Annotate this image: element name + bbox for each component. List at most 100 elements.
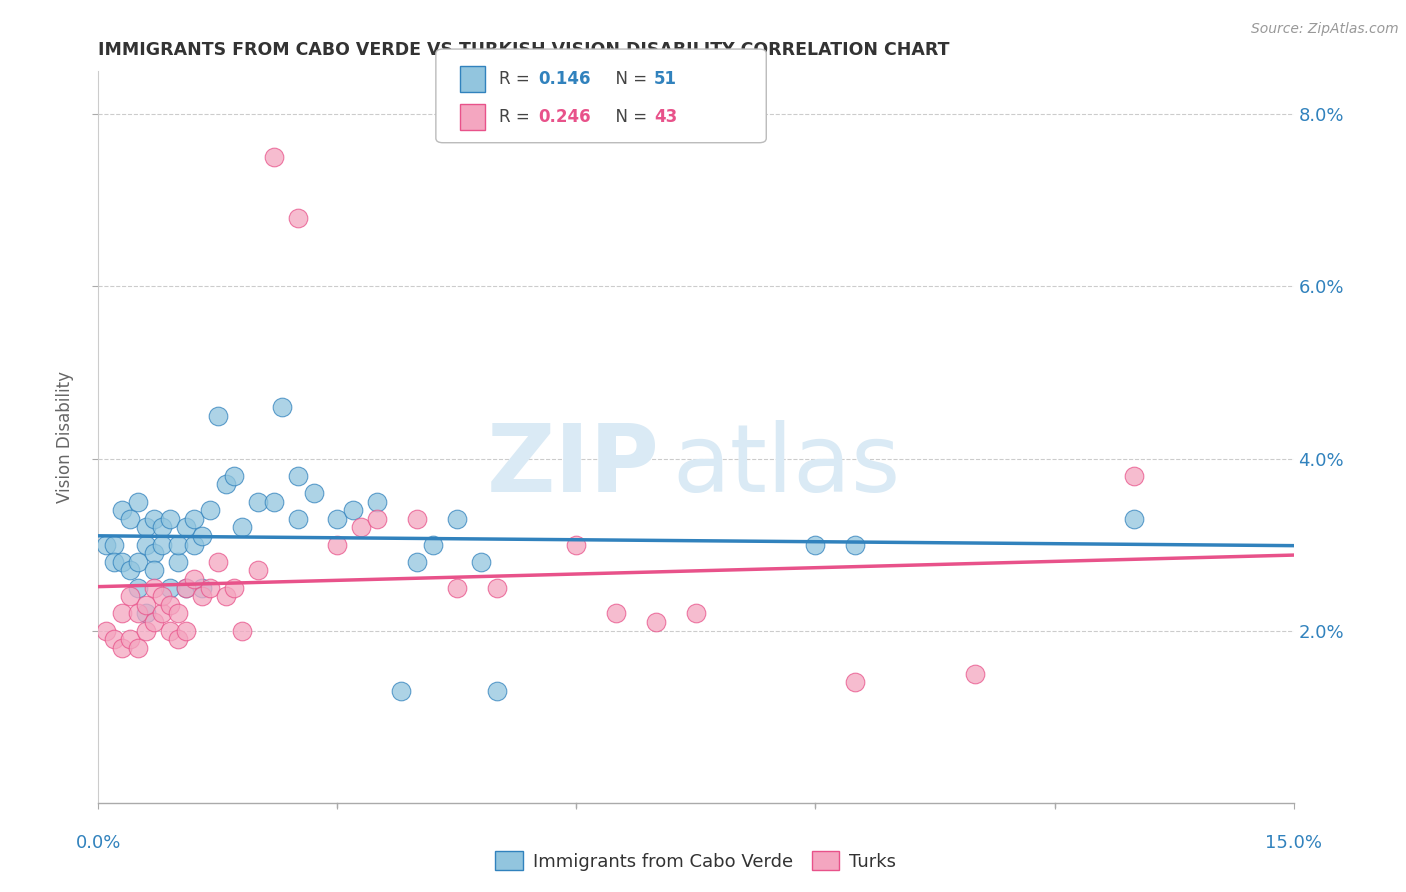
Point: [246, 564, 269, 578]
Point: [222, 581, 245, 595]
Point: [1123, 512, 1146, 526]
Point: [183, 538, 205, 552]
Point: [103, 555, 125, 569]
Point: [143, 546, 166, 560]
Point: [150, 607, 173, 621]
Point: [111, 503, 134, 517]
Point: [120, 564, 142, 578]
Point: [215, 477, 238, 491]
Point: [135, 520, 157, 534]
Text: IMMIGRANTS FROM CABO VERDE VS TURKISH VISION DISABILITY CORRELATION CHART: IMMIGRANTS FROM CABO VERDE VS TURKISH VI…: [98, 41, 950, 59]
Point: [111, 555, 134, 569]
Point: [103, 632, 125, 647]
Point: [167, 632, 190, 647]
Text: atlas: atlas: [672, 420, 900, 512]
Point: [446, 581, 468, 595]
Point: [326, 512, 349, 526]
Text: R =: R =: [499, 70, 536, 88]
Point: [143, 564, 166, 578]
Point: [231, 520, 253, 534]
Point: [222, 468, 245, 483]
Point: [485, 581, 508, 595]
Point: [120, 632, 142, 647]
Point: [191, 529, 214, 543]
Point: [406, 512, 429, 526]
Point: [470, 555, 492, 569]
Point: [366, 494, 388, 508]
Text: N =: N =: [605, 70, 652, 88]
Point: [174, 581, 197, 595]
Y-axis label: Vision Disability: Vision Disability: [56, 371, 75, 503]
Text: 0.0%: 0.0%: [76, 834, 121, 852]
Point: [167, 555, 190, 569]
Point: [605, 607, 627, 621]
Point: [103, 538, 125, 552]
Text: 43: 43: [654, 108, 678, 126]
Point: [198, 581, 221, 595]
Point: [150, 589, 173, 603]
Point: [111, 640, 134, 655]
Point: [135, 538, 157, 552]
Point: [263, 150, 285, 164]
Point: [135, 607, 157, 621]
Point: [183, 512, 205, 526]
Point: [231, 624, 253, 638]
Text: 0.246: 0.246: [538, 108, 591, 126]
Point: [198, 503, 221, 517]
Point: [120, 512, 142, 526]
Point: [174, 520, 197, 534]
Point: [135, 598, 157, 612]
Point: [159, 581, 181, 595]
Point: [844, 538, 866, 552]
Point: [191, 589, 214, 603]
Point: [326, 538, 349, 552]
Point: [366, 512, 388, 526]
Point: [263, 494, 285, 508]
Text: 0.146: 0.146: [538, 70, 591, 88]
Point: [645, 615, 668, 629]
Point: [143, 615, 166, 629]
Point: [685, 607, 707, 621]
Point: [167, 607, 190, 621]
Point: [135, 624, 157, 638]
Point: [207, 555, 229, 569]
Point: [215, 589, 238, 603]
Point: [159, 624, 181, 638]
Point: [111, 607, 134, 621]
Point: [191, 581, 214, 595]
Legend: Immigrants from Cabo Verde, Turks: Immigrants from Cabo Verde, Turks: [488, 844, 904, 878]
Point: [287, 468, 309, 483]
Text: 15.0%: 15.0%: [1265, 834, 1322, 852]
Point: [963, 666, 986, 681]
Point: [143, 581, 166, 595]
Point: [150, 538, 173, 552]
Point: [422, 538, 444, 552]
Point: [565, 538, 588, 552]
Text: R =: R =: [499, 108, 536, 126]
Point: [167, 538, 190, 552]
Point: [174, 624, 197, 638]
Point: [302, 486, 325, 500]
Point: [127, 640, 149, 655]
Point: [804, 538, 827, 552]
Point: [96, 624, 118, 638]
Point: [127, 607, 149, 621]
Point: [150, 520, 173, 534]
Point: [287, 512, 309, 526]
Point: [389, 684, 412, 698]
Point: [159, 598, 181, 612]
Point: [96, 538, 118, 552]
Point: [446, 512, 468, 526]
Point: [287, 211, 309, 225]
Text: ZIP: ZIP: [488, 420, 661, 512]
Point: [127, 581, 149, 595]
Point: [159, 512, 181, 526]
Point: [246, 494, 269, 508]
Point: [183, 572, 205, 586]
Point: [143, 512, 166, 526]
Point: [406, 555, 429, 569]
Point: [350, 520, 373, 534]
Point: [1123, 468, 1146, 483]
Point: [207, 409, 229, 423]
Text: Source: ZipAtlas.com: Source: ZipAtlas.com: [1251, 22, 1399, 37]
